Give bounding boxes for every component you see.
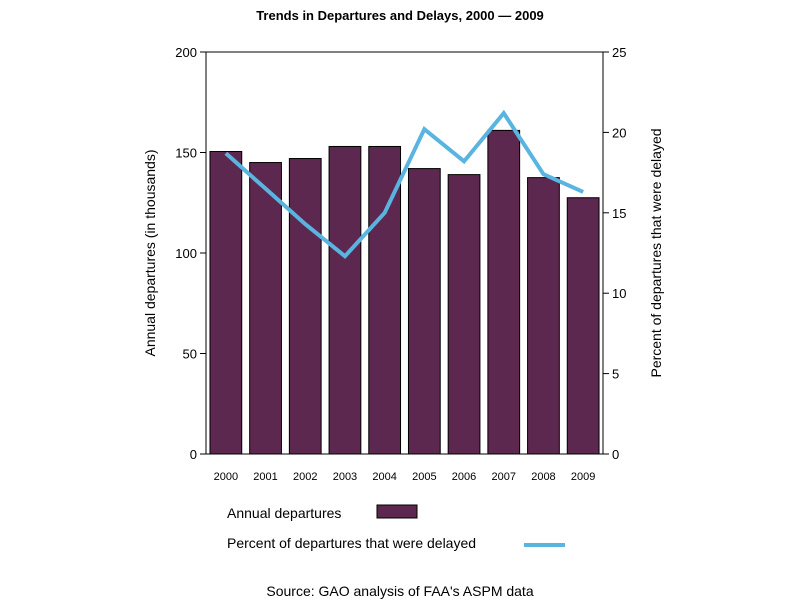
bar-2000 — [209, 150, 243, 455]
x-tick-label: 2005 — [412, 471, 436, 483]
bars-group — [209, 129, 600, 455]
legend-label-delayed: Percent of departures that were delayed — [227, 535, 476, 551]
line-group — [224, 109, 584, 259]
x-tick-label: 2009 — [571, 471, 595, 483]
left-axis: 0 50 100 150 200 — [175, 45, 206, 462]
y2-tick-label: 10 — [612, 286, 626, 301]
y2-tick-label: 5 — [612, 367, 619, 382]
chart-title: Trends in Departures and Delays, 2000 — … — [256, 8, 544, 23]
bar-2003 — [328, 145, 362, 455]
legend-swatch-departures — [376, 504, 418, 519]
y-tick-label: 200 — [175, 45, 197, 60]
y-tick-label: 150 — [175, 146, 197, 161]
x-tick-label: 2008 — [531, 471, 555, 483]
y-tick-label: 0 — [190, 447, 197, 462]
bar-2007 — [487, 129, 521, 455]
y2-axis-label: Percent of departures that were delayed — [648, 128, 664, 377]
legend-label-departures: Annual departures — [227, 505, 341, 521]
bar-2009 — [566, 197, 600, 455]
y2-tick-label: 25 — [612, 45, 626, 60]
source-note: Source: GAO analysis of FAA's ASPM data — [266, 583, 533, 599]
bar-2005 — [407, 168, 441, 455]
bar-2001 — [249, 162, 282, 455]
x-axis: 2000 2001 2002 2003 2004 2005 2006 2007 2008 2009 — [214, 471, 596, 483]
x-tick-label: 2006 — [452, 471, 476, 483]
y-tick-label: 50 — [183, 347, 197, 362]
bar-2006 — [447, 174, 481, 455]
bar-2004 — [368, 145, 402, 455]
y-axis-label: Annual departures (in thousands) — [142, 149, 158, 356]
x-tick-label: 2007 — [492, 471, 516, 483]
y2-tick-label: 20 — [612, 125, 626, 140]
x-tick-label: 2003 — [333, 471, 357, 483]
x-tick-label: 2000 — [214, 471, 238, 483]
y2-tick-label: 15 — [612, 206, 626, 221]
delay-line — [224, 109, 584, 259]
bar-2002 — [288, 158, 322, 455]
right-axis: 0 5 10 15 20 25 — [603, 45, 626, 462]
x-tick-label: 2002 — [293, 471, 317, 483]
y2-tick-label: 0 — [612, 447, 619, 462]
y-tick-label: 100 — [175, 246, 197, 261]
bar-2008 — [527, 177, 560, 455]
x-tick-label: 2001 — [253, 471, 277, 483]
legend: Annual departures Percent of departures … — [227, 504, 565, 551]
x-tick-label: 2004 — [372, 471, 396, 483]
